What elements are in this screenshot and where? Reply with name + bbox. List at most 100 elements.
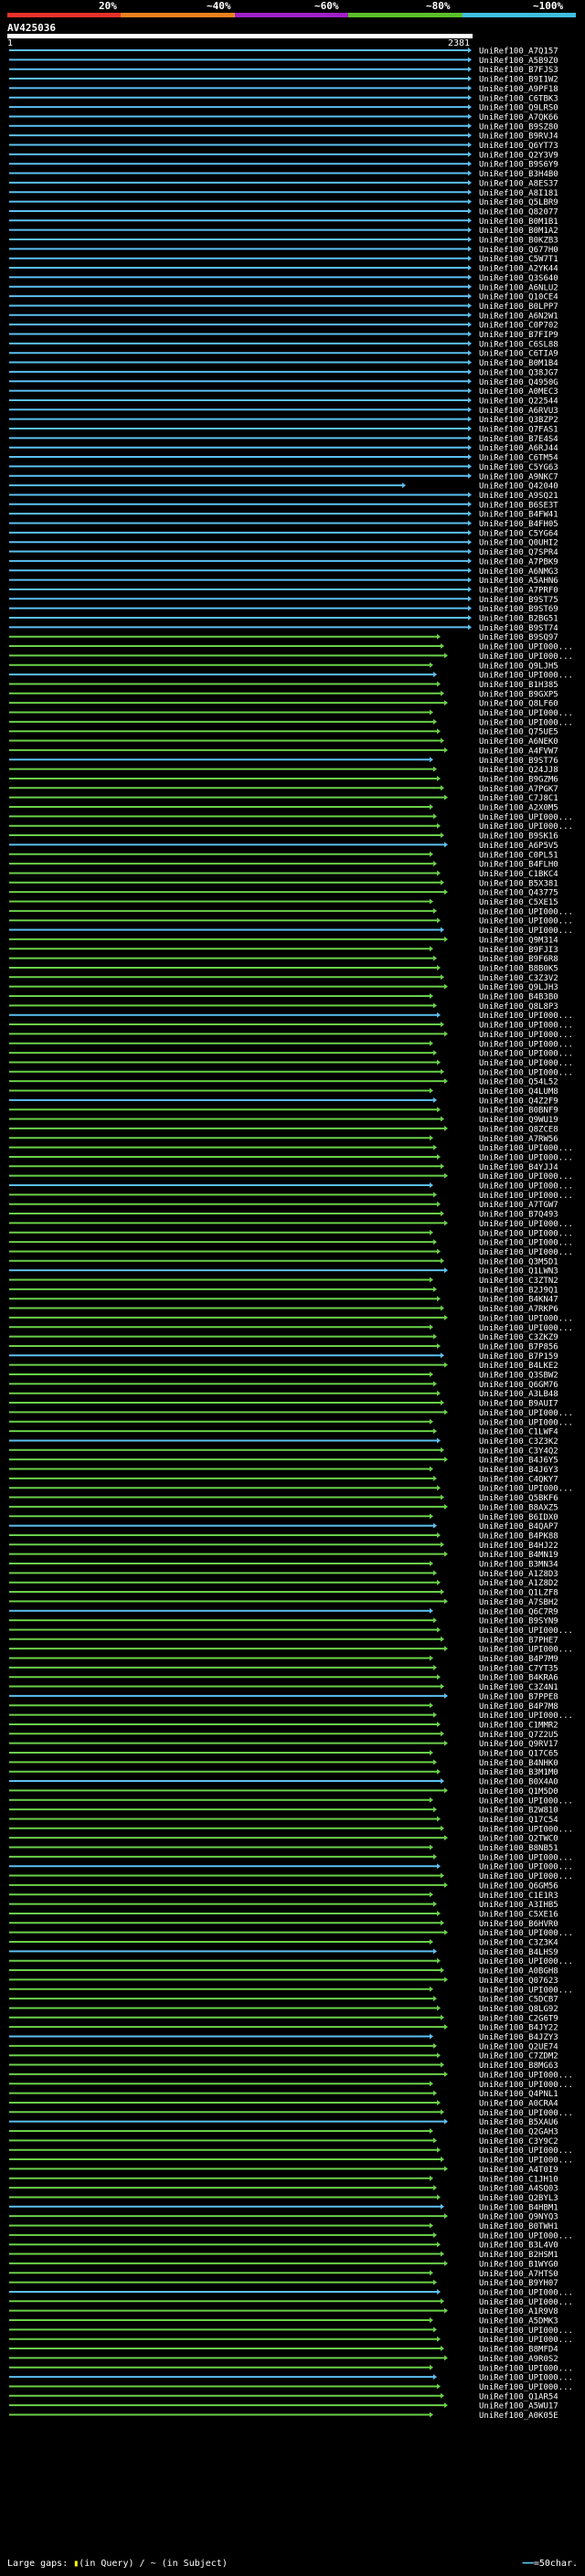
hit-label[interactable]: UniRef100_Q43775 bbox=[479, 889, 558, 898]
hit-label[interactable]: UniRef100_Q6GM56 bbox=[479, 1882, 558, 1891]
hit-label[interactable]: UniRef100_A3LB48 bbox=[479, 1390, 558, 1399]
hit-label[interactable]: UniRef100_UPI000... bbox=[479, 1031, 573, 1040]
hit-label[interactable]: UniRef100_B4HBM1 bbox=[479, 2203, 558, 2212]
hit-label[interactable]: UniRef100_Q17C65 bbox=[479, 1750, 558, 1759]
hit-label[interactable]: UniRef100_UPI000... bbox=[479, 1627, 573, 1636]
hit-label[interactable]: UniRef100_C1BKC4 bbox=[479, 870, 558, 879]
hit-label[interactable]: UniRef100_Q6GM76 bbox=[479, 1381, 558, 1390]
hit-label[interactable]: UniRef100_C0PL51 bbox=[479, 851, 558, 860]
hit-label[interactable]: UniRef100_B4NHK0 bbox=[479, 1759, 558, 1768]
hit-label[interactable]: UniRef100_C1MMR2 bbox=[479, 1721, 558, 1730]
hit-label[interactable]: UniRef100_B5XAU6 bbox=[479, 2118, 558, 2127]
hit-label[interactable]: UniRef100_A0CRA4 bbox=[479, 2099, 558, 2108]
hit-label[interactable]: UniRef100_Q9WU19 bbox=[479, 1116, 558, 1125]
hit-label[interactable]: UniRef100_C5XE16 bbox=[479, 1910, 558, 1919]
hit-label[interactable]: UniRef100_C5XE15 bbox=[479, 898, 558, 907]
hit-label[interactable]: UniRef100_UPI000... bbox=[479, 907, 573, 917]
hit-label[interactable]: UniRef100_UPI000... bbox=[479, 927, 573, 936]
hit-label[interactable]: UniRef100_B3M1M0 bbox=[479, 1768, 558, 1777]
hit-label[interactable]: UniRef100_A9SQ21 bbox=[479, 492, 558, 501]
hit-label[interactable]: UniRef100_A7PRF0 bbox=[479, 586, 558, 595]
hit-label[interactable]: UniRef100_A6RJ44 bbox=[479, 444, 558, 453]
hit-label[interactable]: UniRef100_B7E4S4 bbox=[479, 435, 558, 444]
hit-label[interactable]: UniRef100_C1JH10 bbox=[479, 2175, 558, 2184]
hit-label[interactable]: UniRef100_A7PBK9 bbox=[479, 557, 558, 567]
hit-label[interactable]: UniRef100_UPI000... bbox=[479, 1059, 573, 1068]
hit-label[interactable]: UniRef100_B4LKE2 bbox=[479, 1362, 558, 1371]
hit-label[interactable]: UniRef100_B4HJ22 bbox=[479, 1542, 558, 1551]
hit-label[interactable]: UniRef100_B9ST74 bbox=[479, 624, 558, 633]
hit-label[interactable]: UniRef100_B4FW41 bbox=[479, 511, 558, 520]
hit-label[interactable]: UniRef100_UPI000... bbox=[479, 1324, 573, 1333]
hit-label[interactable]: UniRef100_Q2TWC0 bbox=[479, 1835, 558, 1844]
hit-label[interactable]: UniRef100_UPI000... bbox=[479, 1485, 573, 1494]
hit-label[interactable]: UniRef100_B2W810 bbox=[479, 1807, 558, 1816]
hit-label[interactable]: UniRef100_B8MG63 bbox=[479, 2062, 558, 2071]
hit-label[interactable]: UniRef100_UPI000... bbox=[479, 1314, 573, 1323]
hit-label[interactable]: UniRef100_B9RVJ4 bbox=[479, 133, 558, 142]
hit-label[interactable]: UniRef100_UPI000... bbox=[479, 643, 573, 652]
hit-label[interactable]: UniRef100_UPI000... bbox=[479, 1182, 573, 1192]
hit-label[interactable]: UniRef100_Q17C54 bbox=[479, 1816, 558, 1825]
hit-label[interactable]: UniRef100_UPI000... bbox=[479, 2071, 573, 2080]
hit-label[interactable]: UniRef100_A9R0S2 bbox=[479, 2355, 558, 2364]
hit-label[interactable]: UniRef100_A7Q157 bbox=[479, 48, 558, 57]
hit-label[interactable]: UniRef100_Q8LG92 bbox=[479, 2005, 558, 2014]
hit-label[interactable]: UniRef100_B9ST69 bbox=[479, 605, 558, 614]
hit-label[interactable]: UniRef100_B1WYG0 bbox=[479, 2260, 558, 2269]
hit-label[interactable]: UniRef100_UPI000... bbox=[479, 652, 573, 662]
hit-label[interactable]: UniRef100_Q9LRS0 bbox=[479, 104, 558, 113]
hit-label[interactable]: UniRef100_A6NLU2 bbox=[479, 283, 558, 292]
hit-label[interactable]: UniRef100_A1Z8D3 bbox=[479, 1570, 558, 1579]
hit-label[interactable]: UniRef100_B5X381 bbox=[479, 879, 558, 888]
hit-label[interactable]: UniRef100_Q54L52 bbox=[479, 1078, 558, 1087]
hit-label[interactable]: UniRef100_C4QKY7 bbox=[479, 1475, 558, 1484]
hit-label[interactable]: UniRef100_Q8ZCE8 bbox=[479, 1125, 558, 1134]
hit-label[interactable]: UniRef100_UPI000... bbox=[479, 1929, 573, 1938]
hit-label[interactable]: UniRef100_A7RW56 bbox=[479, 1135, 558, 1144]
hit-label[interactable]: UniRef100_Q1LZF8 bbox=[479, 1589, 558, 1598]
hit-label[interactable]: UniRef100_B4YJJ4 bbox=[479, 1163, 558, 1172]
hit-label[interactable]: UniRef100_Q0UHI2 bbox=[479, 539, 558, 548]
hit-label[interactable]: UniRef100_B9AUI7 bbox=[479, 1400, 558, 1409]
hit-label[interactable]: UniRef100_UPI000... bbox=[479, 1068, 573, 1077]
hit-label[interactable]: UniRef100_UPI000... bbox=[479, 1172, 573, 1182]
hit-label[interactable]: UniRef100_UPI000... bbox=[479, 2157, 573, 2166]
hit-label[interactable]: UniRef100_Q677H0 bbox=[479, 246, 558, 255]
hit-label[interactable]: UniRef100_Q1M5D0 bbox=[479, 1787, 558, 1797]
hit-label[interactable]: UniRef100_B9ST75 bbox=[479, 596, 558, 605]
hit-label[interactable]: UniRef100_Q2Y3V9 bbox=[479, 151, 558, 160]
hit-label[interactable]: UniRef100_B9YH07 bbox=[479, 2279, 558, 2288]
hit-label[interactable]: UniRef100_UPI000... bbox=[479, 1872, 573, 1882]
hit-label[interactable]: UniRef100_A9NKC7 bbox=[479, 472, 558, 482]
hit-label[interactable]: UniRef100_B4PK88 bbox=[479, 1532, 558, 1541]
hit-label[interactable]: UniRef100_Q1LWN3 bbox=[479, 1267, 558, 1277]
hit-label[interactable]: UniRef100_A7HTS0 bbox=[479, 2270, 558, 2279]
hit-label[interactable]: UniRef100_B4JZY3 bbox=[479, 2033, 558, 2042]
hit-label[interactable]: UniRef100_B8AXZ5 bbox=[479, 1503, 558, 1512]
hit-label[interactable]: UniRef100_B8B0K5 bbox=[479, 964, 558, 973]
hit-label[interactable]: UniRef100_UPI000... bbox=[479, 2231, 573, 2241]
hit-label[interactable]: UniRef100_A6NMG3 bbox=[479, 567, 558, 577]
hit-label[interactable]: UniRef100_B4JY22 bbox=[479, 2024, 558, 2033]
hit-label[interactable]: UniRef100_UPI000... bbox=[479, 1248, 573, 1257]
hit-label[interactable]: UniRef100_UPI000... bbox=[479, 2147, 573, 2156]
hit-label[interactable]: UniRef100_Q38JG7 bbox=[479, 368, 558, 377]
hit-label[interactable]: UniRef100_C5DCB7 bbox=[479, 1996, 558, 2005]
hit-label[interactable]: UniRef100_B0LPP7 bbox=[479, 302, 558, 312]
hit-label[interactable]: UniRef100_C1LWF4 bbox=[479, 1428, 558, 1437]
hit-label[interactable]: UniRef100_C3Z3V2 bbox=[479, 974, 558, 983]
hit-label[interactable]: UniRef100_C3Y9C2 bbox=[479, 2137, 558, 2147]
hit-label[interactable]: UniRef100_B2HSM1 bbox=[479, 2251, 558, 2260]
hit-label[interactable]: UniRef100_A6RVU3 bbox=[479, 407, 558, 416]
hit-label[interactable]: UniRef100_A5DMK3 bbox=[479, 2317, 558, 2327]
hit-label[interactable]: UniRef100_B7P856 bbox=[479, 1342, 558, 1352]
hit-label[interactable]: UniRef100_B0X4A0 bbox=[479, 1778, 558, 1787]
hit-label[interactable]: UniRef100_A2X0M5 bbox=[479, 804, 558, 813]
hit-label[interactable]: UniRef100_B7FJS3 bbox=[479, 66, 558, 75]
hit-label[interactable]: UniRef100_Q7Z2U5 bbox=[479, 1731, 558, 1740]
hit-label[interactable]: UniRef100_Q07623 bbox=[479, 1977, 558, 1986]
hit-label[interactable]: UniRef100_C3ZTN2 bbox=[479, 1277, 558, 1286]
hit-label[interactable]: UniRef100_B4FH05 bbox=[479, 520, 558, 529]
hit-label[interactable]: UniRef100_UPI000... bbox=[479, 1022, 573, 1031]
